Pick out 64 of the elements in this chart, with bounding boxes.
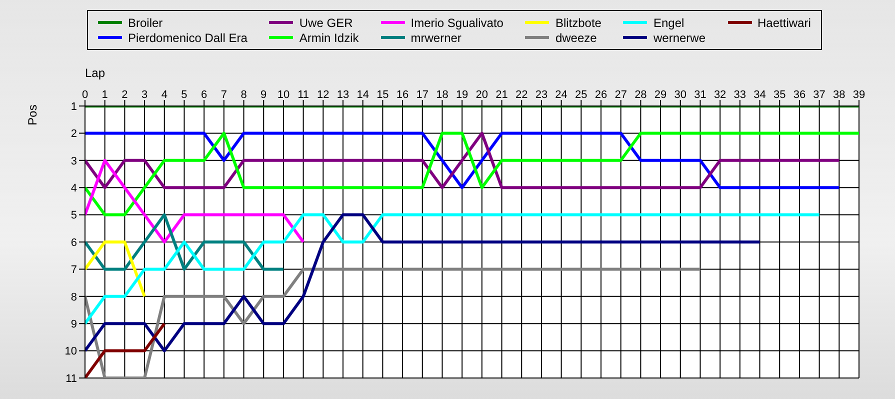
x-tick-label: 26 [594,89,608,101]
x-tick-label: 38 [833,89,846,101]
y-axis-title: Pos [25,104,40,126]
x-tick-label: 25 [575,89,588,101]
x-tick-label: 29 [654,89,667,101]
x-tick-label: 37 [813,89,826,101]
x-tick-label: 39 [852,89,866,101]
legend-label: dweeze [555,30,597,44]
legend-label: Blitzbote [555,16,602,30]
y-tick-label: 2 [70,128,77,140]
y-tick-label: 11 [66,372,77,385]
x-axis-title: Lap [85,66,106,80]
y-tick-label: 4 [70,182,77,195]
legend-label: Imerio Sgualivato [410,16,504,30]
legend-label: mrwerner [410,30,462,44]
x-tick-label: 5 [181,89,188,101]
x-tick-label: 18 [436,89,448,101]
x-tick-label: 16 [396,89,409,101]
x-tick-label: 21 [496,89,508,101]
x-tick-label: 3 [141,89,148,101]
x-tick-label: 31 [694,89,706,101]
legend-label: Broiler [128,16,163,30]
x-tick-label: 20 [476,89,488,101]
legend-label: Engel [653,16,684,30]
x-tick-label: 13 [336,89,350,101]
x-tick-label: 1 [102,89,108,101]
y-tick-label: 5 [70,210,77,222]
x-tick-label: 11 [298,89,310,101]
legend-label: Uwe GER [299,16,353,30]
x-tick-label: 27 [614,89,627,101]
x-tick-label: 9 [260,89,267,101]
x-tick-label: 33 [734,89,746,101]
x-tick-label: 22 [515,89,528,101]
x-tick-label: 28 [634,89,647,101]
legend-label: Haettiwari [758,16,811,30]
y-tick-label: 1 [70,100,77,113]
x-tick-label: 4 [161,89,168,101]
x-tick-label: 35 [773,89,786,101]
x-tick-label: 10 [277,89,290,101]
x-tick-label: 36 [793,89,806,101]
legend-label: wernerwe [653,30,706,44]
y-tick-label: 10 [64,346,77,358]
x-tick-label: 0 [82,89,88,101]
x-tick-label: 17 [416,89,429,101]
x-tick-label: 23 [535,89,548,101]
legend-label: Armin Idzik [299,30,359,44]
x-tick-label: 6 [201,89,208,101]
y-tick-label: 9 [70,318,77,331]
y-tick-label: 8 [70,291,77,304]
x-tick-label: 14 [356,89,369,101]
x-tick-label: 32 [714,89,726,101]
x-tick-label: 8 [240,89,247,101]
y-tick-label: 6 [70,236,77,249]
x-tick-label: 19 [456,89,468,101]
legend-label: Pierdomenico Dall Era [128,30,248,44]
y-tick-label: 3 [70,155,77,168]
x-tick-label: 24 [555,89,568,101]
x-tick-label: 15 [376,89,389,101]
x-tick-label: 12 [317,89,330,101]
x-tick-label: 30 [674,89,687,101]
y-tick-label: 7 [70,264,77,276]
x-tick-label: 34 [754,89,766,101]
x-tick-label: 7 [220,89,227,101]
x-tick-label: 2 [122,89,128,101]
